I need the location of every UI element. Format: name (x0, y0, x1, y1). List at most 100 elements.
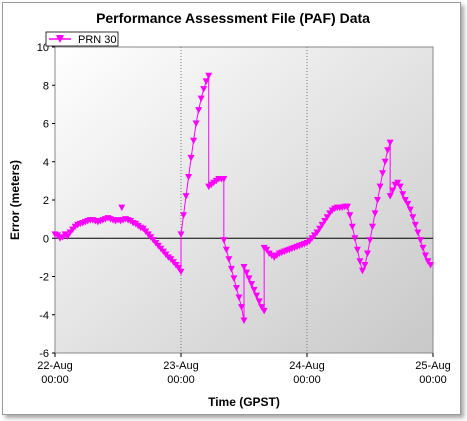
data-point (263, 246, 271, 254)
data-point (237, 304, 245, 311)
x-tick-label: 23-Aug (163, 360, 198, 372)
data-point (197, 95, 205, 103)
data-point (222, 246, 230, 254)
data-point (346, 212, 354, 219)
x-tick-label: 00:00 (419, 374, 447, 386)
data-point (369, 223, 377, 231)
x-tick-label: 00:00 (167, 374, 195, 386)
x-axis-label: Time (GPST) (208, 395, 280, 409)
x-tick-label: 25-Aug (415, 360, 450, 372)
data-point (260, 307, 268, 315)
data-point (190, 137, 198, 145)
data-point (230, 275, 238, 282)
data-point (381, 158, 389, 166)
data-point (185, 174, 193, 181)
data-point (426, 262, 434, 269)
data-point (313, 229, 321, 237)
data-point (195, 107, 203, 114)
data-point (404, 200, 412, 208)
y-tick-label: 6 (43, 119, 49, 131)
data-point (376, 183, 384, 191)
data-point (386, 193, 394, 200)
data-point (419, 244, 427, 252)
data-point (374, 197, 382, 204)
data-point (406, 206, 414, 214)
data-point (177, 268, 185, 276)
data-point (255, 298, 263, 305)
data-point (348, 223, 356, 231)
chart-title: Performance Assessment File (PAF) Data (96, 10, 370, 26)
y-tick-label: 0 (43, 233, 49, 245)
data-point (220, 237, 228, 244)
data-point (343, 203, 351, 211)
data-point (394, 179, 402, 187)
data-point (399, 191, 407, 198)
grid (180, 47, 308, 353)
data-point (258, 304, 266, 311)
data-point (187, 154, 195, 162)
data-point (323, 214, 331, 221)
data-point (64, 233, 72, 240)
x-tick-label: 24-Aug (289, 360, 324, 372)
data-point (363, 250, 371, 258)
data-point (182, 193, 190, 200)
data-point (371, 210, 379, 217)
y-tick-label: -6 (39, 348, 49, 360)
data-point (389, 187, 397, 194)
data-points (51, 72, 434, 324)
data-point (421, 252, 429, 259)
legend-swatch-marker-icon (56, 35, 64, 43)
data-point (243, 269, 251, 277)
data-point (409, 214, 417, 221)
data-point (353, 246, 361, 254)
data-point (205, 72, 213, 80)
data-point (316, 225, 324, 233)
data-point (361, 262, 369, 269)
y-tick-label: 8 (43, 80, 49, 92)
data-point (414, 229, 422, 237)
data-point (411, 221, 419, 229)
data-point (235, 294, 243, 302)
y-tick-label: 4 (43, 157, 49, 169)
data-point (200, 86, 208, 93)
legend-label: PRN 30 (78, 34, 117, 46)
data-point (250, 286, 258, 294)
data-point (379, 170, 387, 177)
data-point (321, 218, 329, 225)
data-point (240, 317, 248, 324)
data-point (118, 204, 126, 212)
y-axis-label: Error (meters) (8, 160, 22, 240)
data-point (177, 231, 185, 238)
data-point (240, 263, 248, 271)
data-point (220, 175, 228, 183)
data-point (386, 139, 394, 147)
data-point (174, 264, 182, 272)
y-tick-label: -2 (39, 272, 49, 284)
data-point (248, 281, 256, 288)
data-point (366, 237, 374, 244)
data-point (358, 267, 366, 275)
data-point (232, 284, 240, 292)
legend: PRN 30 (45, 31, 119, 47)
data-point (245, 275, 253, 282)
data-point (396, 183, 404, 191)
legend-box (45, 31, 119, 47)
data-point (253, 292, 261, 300)
x-tick-label: 00:00 (41, 374, 69, 386)
data-point (384, 147, 392, 154)
data-point (356, 258, 364, 265)
data-point (416, 237, 424, 244)
x-tick-label: 00:00 (293, 374, 321, 386)
data-point (192, 120, 200, 127)
x-axis-ticks: 22-Aug 00:00 23-Aug 00:00 24-Aug 00:00 25-Aug 0… (37, 353, 451, 386)
data-point (180, 212, 188, 219)
x-tick-label: 22-Aug (37, 360, 72, 372)
data-point (318, 221, 326, 229)
data-point (227, 265, 235, 273)
data-point (401, 197, 409, 204)
data-point (225, 256, 233, 263)
y-tick-label: -4 (39, 310, 49, 322)
data-point (351, 235, 359, 242)
